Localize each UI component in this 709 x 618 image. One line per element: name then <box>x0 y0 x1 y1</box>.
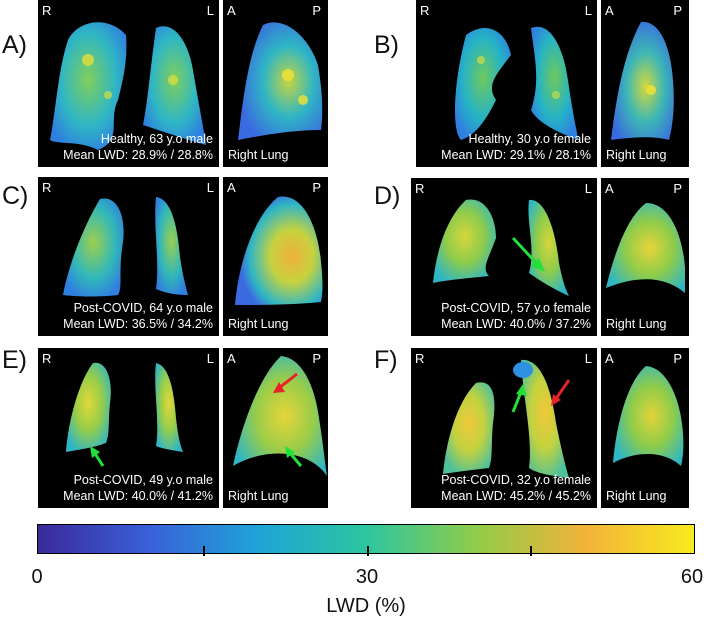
panel-f-sagittal-map <box>613 366 684 466</box>
panel-d-sagittal-map <box>606 203 685 293</box>
panel-f-mean-lwd: Mean LWD: 45.2% / 45.2% <box>441 489 591 503</box>
panel-d-p-label: P <box>673 181 682 196</box>
panel-c-subject: Post-COVID, 64 y.o male <box>73 301 213 315</box>
panel-letter-d: D) <box>374 182 401 210</box>
panel-letter-b: B) <box>374 31 399 59</box>
panel-d-coronal-map <box>433 199 569 296</box>
panel-a-p-label: P <box>312 3 321 18</box>
panel-e-subject: Post-COVID, 49 y.o male <box>73 473 213 487</box>
panel-d-subject: Post-COVID, 57 y.o female <box>441 301 591 315</box>
panel-e-a-label: A <box>227 351 236 366</box>
panel-d-sagittal-image: A P Right Lung <box>601 178 689 336</box>
panel-a-coronal-image: R L Healthy, 63 y.o male Mean LWD: 28.9%… <box>38 0 219 167</box>
panel-f-green-arrow-shaft <box>511 391 523 413</box>
panel-e-right-lung-label: Right Lung <box>228 489 289 503</box>
panel-b-p-label: P <box>673 3 682 18</box>
panel-c-caption: Post-COVID, 64 y.o male Mean LWD: 36.5% … <box>63 300 213 332</box>
panel-f-red-arrow-head <box>551 394 561 406</box>
panel-a-right-lung-label: Right Lung <box>228 148 289 162</box>
panel-d-caption: Post-COVID, 57 y.o female Mean LWD: 40.0… <box>441 300 591 332</box>
panel-letter-f: F) <box>374 346 398 374</box>
panel-b-mean-lwd: Mean LWD: 29.1% / 28.1% <box>441 148 591 162</box>
colorbar-max-label: 60 <box>680 566 704 588</box>
panel-c-a-label: A <box>227 180 236 195</box>
colorbar-min-label: 0 <box>31 566 43 588</box>
panel-f-a-label: A <box>605 351 614 366</box>
panel-e-sagittal-image: A P Right Lung <box>223 348 328 508</box>
panel-b-l-label: L <box>584 3 592 18</box>
panel-b-right-lung-label: Right Lung <box>606 148 667 162</box>
panel-letter-e: E) <box>2 346 27 374</box>
panel-f-r-label: R <box>415 351 425 366</box>
panel-e-red-arrow-shaft <box>278 372 298 390</box>
panel-c-p-label: P <box>312 180 321 195</box>
panel-e-coronal-image: R L Post-COVID, 49 y.o male Mean LWD: 40… <box>38 348 219 508</box>
panel-e-mean-lwd: Mean LWD: 40.0% / 41.2% <box>63 489 213 503</box>
panel-b-a-label: A <box>605 3 614 18</box>
panel-c-coronal-map <box>63 197 188 297</box>
panel-c-sagittal-map <box>235 196 323 305</box>
panel-c-coronal-image: R L Post-COVID, 64 y.o male Mean LWD: 36… <box>38 177 219 336</box>
panel-letter-a: A) <box>2 31 27 59</box>
panel-f-sagittal-image: A P Right Lung <box>601 348 689 508</box>
panel-f-coronal-map <box>443 359 571 478</box>
panel-b-sagittal-map <box>611 21 674 140</box>
panel-c-mean-lwd: Mean LWD: 36.5% / 34.2% <box>63 317 213 331</box>
panel-a-subject: Healthy, 63 y.o male <box>100 132 213 146</box>
lwd-colorbar <box>37 524 695 554</box>
panel-a-caption: Healthy, 63 y.o male Mean LWD: 28.9% / 2… <box>63 131 213 163</box>
panel-a-r-label: R <box>42 3 52 18</box>
colorbar-tick-3 <box>530 546 532 556</box>
panel-e-right-green-arrow-head <box>285 446 295 458</box>
panel-b-sagittal-image: A P Right Lung <box>601 0 689 167</box>
panel-e-left-green-arrow-head <box>90 446 100 458</box>
panel-e-l-label: L <box>206 351 214 366</box>
panel-f-caption: Post-COVID, 32 y.o female Mean LWD: 45.2… <box>441 472 591 504</box>
panel-e-p-label: P <box>312 351 321 366</box>
panel-d-right-lung-label: Right Lung <box>606 317 667 331</box>
panel-c-l-label: L <box>206 180 214 195</box>
panel-c-sagittal-image: A P Right Lung <box>223 177 328 336</box>
colorbar-mid-label: 30 <box>355 566 379 588</box>
panel-d-mean-lwd: Mean LWD: 40.0% / 37.2% <box>441 317 591 331</box>
panel-b-caption: Healthy, 30 y.o female Mean LWD: 29.1% /… <box>441 131 591 163</box>
panel-a-mean-lwd: Mean LWD: 28.9% / 28.8% <box>63 148 213 162</box>
panel-f-right-lung-label: Right Lung <box>606 489 667 503</box>
panel-c-r-label: R <box>42 180 52 195</box>
panel-e-coronal-map <box>66 362 183 467</box>
colorbar-tick-2 <box>367 546 369 556</box>
panel-e-red-arrow-head <box>273 382 285 393</box>
panel-b-subject: Healthy, 30 y.o female <box>468 132 591 146</box>
panel-a-sagittal-image: A P Right Lung <box>223 0 328 167</box>
panel-d-coronal-image: R L Post-COVID, 57 y.o female Mean LWD: … <box>411 178 597 336</box>
panel-a-l-label: L <box>206 3 214 18</box>
panel-e-sagittal-map <box>233 356 327 476</box>
panel-b-coronal-image: R L Healthy, 30 y.o female Mean LWD: 29.… <box>416 0 597 167</box>
panel-f-p-label: P <box>673 351 682 366</box>
panel-e-r-label: R <box>42 351 52 366</box>
panel-d-r-label: R <box>415 181 425 196</box>
panel-f-coronal-image: R L Post-COVID, 32 y.o female Mean LWD: … <box>411 348 597 508</box>
panel-a-coronal-map <box>50 22 206 150</box>
panel-e-caption: Post-COVID, 49 y.o male Mean LWD: 40.0% … <box>63 472 213 504</box>
panel-a-a-label: A <box>227 3 236 18</box>
panel-d-a-label: A <box>605 181 614 196</box>
panel-f-red-arrow-shaft <box>553 379 571 401</box>
panel-b-r-label: R <box>420 3 430 18</box>
panel-c-right-lung-label: Right Lung <box>228 317 289 331</box>
panel-f-subject: Post-COVID, 32 y.o female <box>441 473 591 487</box>
panel-a-sagittal-map <box>238 22 323 140</box>
colorbar-tick-1 <box>203 546 205 556</box>
panel-d-green-arrow-shaft <box>511 236 541 268</box>
panel-f-green-arrow-head <box>516 384 527 396</box>
panel-d-l-label: L <box>584 181 592 196</box>
panel-b-coronal-map <box>454 26 578 141</box>
colorbar-title: LWD (%) <box>326 595 406 617</box>
panel-d-green-arrow-head <box>531 258 545 272</box>
panel-letter-c: C) <box>2 182 29 210</box>
panel-f-l-label: L <box>584 351 592 366</box>
